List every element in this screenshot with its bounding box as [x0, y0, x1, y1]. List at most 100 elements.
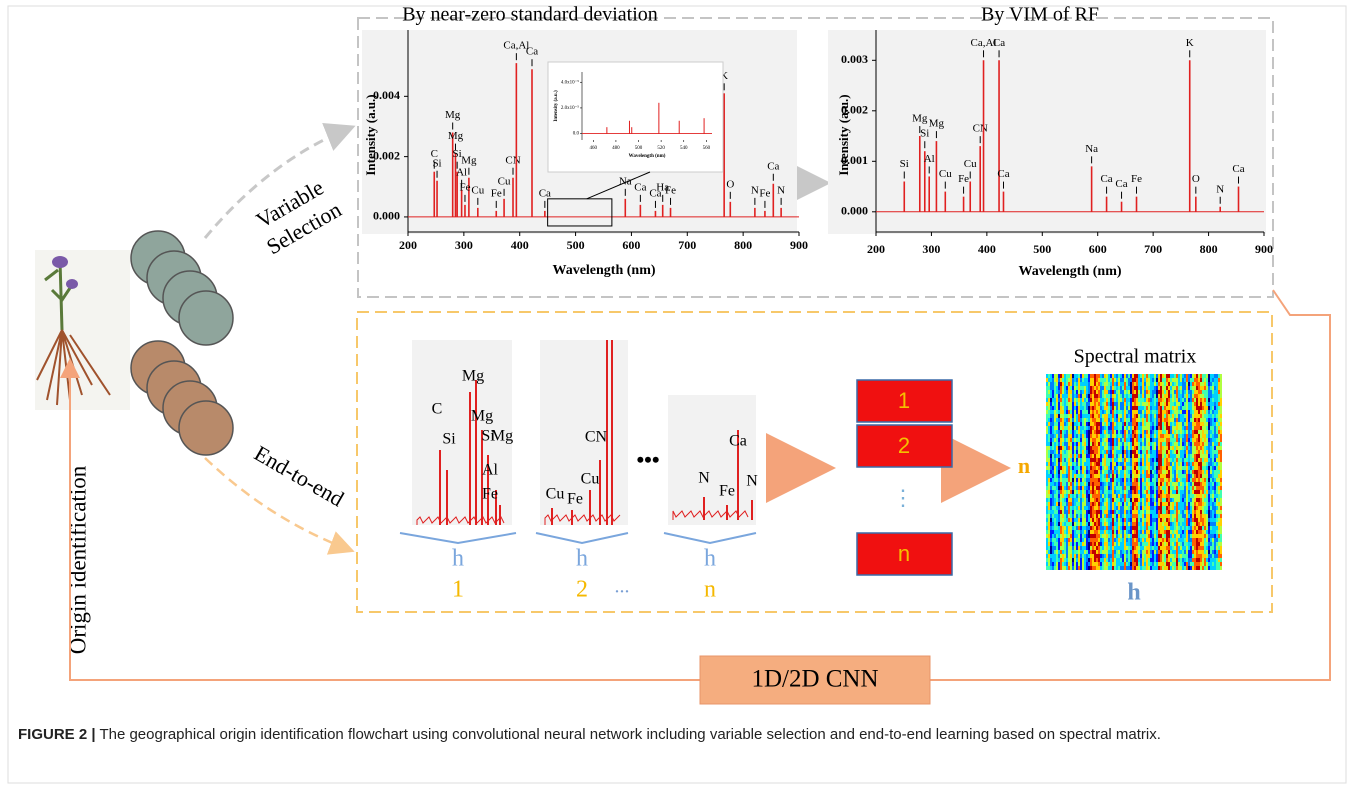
matrix-cell: [1070, 554, 1072, 558]
matrix-cell: [1210, 510, 1212, 514]
matrix-cell: [1110, 414, 1112, 418]
matrix-cell: [1062, 394, 1064, 398]
matrix-cell: [1134, 414, 1136, 418]
matrix-cell: [1202, 470, 1204, 474]
matrix-cell: [1078, 442, 1080, 446]
matrix-cell: [1198, 490, 1200, 494]
matrix-cell: [1220, 394, 1222, 398]
matrix-cell: [1182, 530, 1184, 534]
matrix-cell: [1134, 418, 1136, 422]
matrix-cell: [1218, 434, 1220, 438]
matrix-cell: [1174, 474, 1176, 478]
matrix-cell: [1054, 474, 1056, 478]
matrix-cell: [1080, 554, 1082, 558]
matrix-cell: [1094, 442, 1096, 446]
matrix-cell: [1052, 374, 1054, 378]
matrix-cell: [1158, 486, 1160, 490]
matrix-cell: [1050, 378, 1052, 382]
matrix-cell: [1162, 418, 1164, 422]
matrix-cell: [1106, 498, 1108, 502]
matrix-cell: [1060, 426, 1062, 430]
matrix-cell: [1076, 390, 1078, 394]
matrix-cell: [1188, 422, 1190, 426]
matrix-cell: [1086, 446, 1088, 450]
matrix-cell: [1056, 410, 1058, 414]
matrix-cell: [1146, 410, 1148, 414]
matrix-cell: [1106, 530, 1108, 534]
matrix-cell: [1158, 386, 1160, 390]
matrix-cell: [1146, 562, 1148, 566]
matrix-cell: [1184, 550, 1186, 554]
matrix-cell: [1196, 450, 1198, 454]
peak-label: K: [1186, 37, 1194, 49]
peak-label: O: [726, 178, 734, 190]
matrix-cell: [1056, 446, 1058, 450]
matrix-cell: [1060, 530, 1062, 534]
matrix-cell: [1212, 390, 1214, 394]
matrix-cell: [1184, 390, 1186, 394]
matrix-cell: [1136, 494, 1138, 498]
matrix-cell: [1100, 566, 1102, 570]
matrix-cell: [1102, 470, 1104, 474]
matrix-cell: [1208, 434, 1210, 438]
matrix-cell: [1214, 526, 1216, 530]
matrix-cell: [1190, 382, 1192, 386]
matrix-cell: [1204, 402, 1206, 406]
matrix-cell: [1174, 434, 1176, 438]
matrix-cell: [1162, 442, 1164, 446]
matrix-cell: [1112, 550, 1114, 554]
matrix-cell: [1140, 510, 1142, 514]
matrix-cell: [1220, 526, 1222, 530]
matrix-cell: [1170, 566, 1172, 570]
matrix-cell: [1082, 430, 1084, 434]
matrix-cell: [1162, 450, 1164, 454]
caption-text: The geographical origin identification f…: [99, 726, 1160, 743]
matrix-cell: [1172, 486, 1174, 490]
matrix-cell: [1186, 394, 1188, 398]
matrix-cell: [1102, 510, 1104, 514]
matrix-cell: [1214, 454, 1216, 458]
matrix-cell: [1142, 502, 1144, 506]
matrix-cell: [1202, 498, 1204, 502]
matrix-cell: [1100, 406, 1102, 410]
matrix-cell: [1192, 438, 1194, 442]
matrix-cell: [1082, 410, 1084, 414]
matrix-cell: [1146, 502, 1148, 506]
matrix-cell: [1052, 390, 1054, 394]
matrix-cell: [1084, 554, 1086, 558]
matrix-cell: [1046, 550, 1048, 554]
matrix-cell: [1214, 386, 1216, 390]
matrix-cell: [1140, 562, 1142, 566]
matrix-cell: [1196, 506, 1198, 510]
matrix-cell: [1110, 490, 1112, 494]
matrix-cell: [1212, 502, 1214, 506]
matrix-cell: [1180, 382, 1182, 386]
matrix-cell: [1162, 438, 1164, 442]
matrix-cell: [1136, 454, 1138, 458]
matrix-cell: [1132, 474, 1134, 478]
matrix-cell: [1206, 522, 1208, 526]
matrix-cell: [1108, 406, 1110, 410]
matrix-cell: [1132, 506, 1134, 510]
matrix-cell: [1088, 502, 1090, 506]
matrix-cell: [1098, 566, 1100, 570]
matrix-cell: [1076, 530, 1078, 534]
matrix-cell: [1220, 478, 1222, 482]
peak-label: Ca: [767, 160, 779, 172]
matrix-cell: [1218, 466, 1220, 470]
matrix-cell: [1164, 490, 1166, 494]
matrix-cell: [1216, 518, 1218, 522]
matrix-cell: [1070, 510, 1072, 514]
matrix-cell: [1124, 510, 1126, 514]
matrix-cell: [1188, 518, 1190, 522]
matrix-cell: [1108, 438, 1110, 442]
matrix-cell: [1204, 406, 1206, 410]
matrix-cell: [1198, 378, 1200, 382]
matrix-cell: [1078, 534, 1080, 538]
matrix-cell: [1172, 522, 1174, 526]
matrix-cell: [1142, 406, 1144, 410]
matrix-cell: [1186, 442, 1188, 446]
matrix-cell: [1210, 378, 1212, 382]
matrix-cell: [1114, 558, 1116, 562]
matrix-cell: [1198, 446, 1200, 450]
